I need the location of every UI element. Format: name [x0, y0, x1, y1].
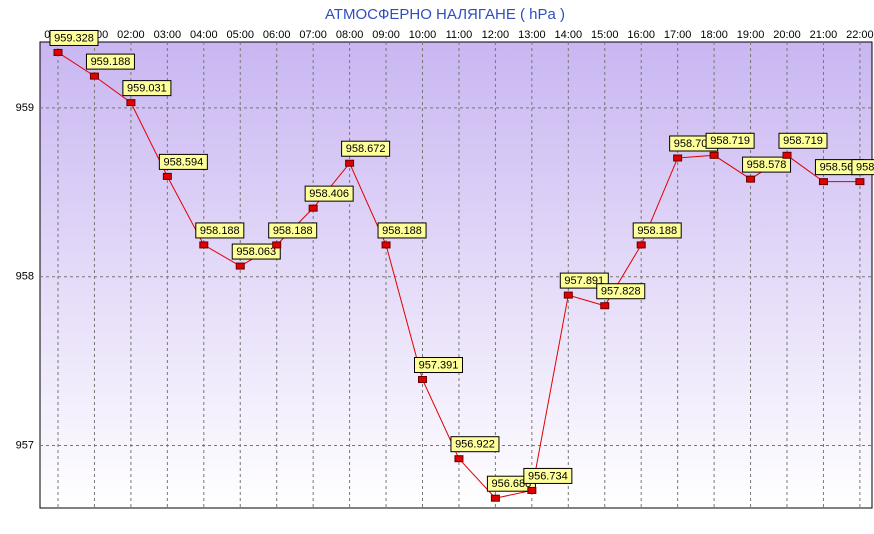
- data-label: 958.188: [273, 225, 313, 237]
- data-label: 958.188: [382, 225, 422, 237]
- label-box: [195, 222, 245, 239]
- label-box: [705, 132, 755, 149]
- data-label: 957.891: [564, 275, 604, 287]
- data-label: 958.703: [674, 138, 714, 150]
- data-label: 957.828: [601, 286, 641, 298]
- label-box: [85, 53, 135, 70]
- x-tick-label: 22:00: [846, 29, 874, 41]
- point: [673, 154, 683, 162]
- point: [563, 291, 573, 299]
- label-box: [778, 132, 828, 149]
- data-label: 958.188: [637, 225, 677, 237]
- x-tick-label: 06:00: [263, 29, 291, 41]
- point: [345, 159, 355, 167]
- point: [381, 241, 391, 249]
- point: [53, 48, 63, 56]
- x-tick-label: 13:00: [518, 29, 546, 41]
- label-box: [268, 222, 318, 239]
- x-tick-label: 08:00: [336, 29, 364, 41]
- x-tick-label: 21:00: [810, 29, 838, 41]
- label-box: [304, 185, 354, 202]
- point: [89, 72, 99, 80]
- y-tick-label: 958: [16, 271, 34, 283]
- data-label: 959.188: [91, 56, 131, 68]
- x-tick-label: 03:00: [154, 29, 182, 41]
- x-tick-label: 02:00: [117, 29, 145, 41]
- label-box: [231, 243, 281, 260]
- label-box: [122, 80, 172, 97]
- data-label: 958.578: [747, 159, 787, 171]
- x-tick-label: 18:00: [700, 29, 728, 41]
- label-box: [742, 156, 792, 173]
- data-label: 959.328: [54, 32, 94, 44]
- label-box: [377, 222, 427, 239]
- label-box: [341, 140, 391, 157]
- point: [454, 455, 464, 463]
- data-label: 958.063: [236, 246, 276, 258]
- label-box: [450, 436, 500, 453]
- x-tick-label: 15:00: [591, 29, 619, 41]
- x-tick-label: 11:00: [446, 29, 473, 41]
- label-box: [49, 29, 99, 46]
- data-label: 958.594: [163, 156, 203, 168]
- point: [818, 178, 828, 186]
- x-tick-label: 16:00: [627, 29, 655, 41]
- point: [235, 262, 245, 270]
- data-label: 956.688: [492, 478, 532, 490]
- label-box: [414, 357, 463, 374]
- x-tick-label: 20:00: [773, 29, 801, 41]
- data-label: 958.563: [856, 162, 874, 174]
- point: [418, 376, 427, 384]
- data-label: 958.719: [783, 135, 823, 147]
- label-box: [596, 283, 646, 300]
- point: [272, 241, 282, 249]
- point: [709, 151, 719, 159]
- label-box: [851, 159, 874, 176]
- label-box: [158, 153, 208, 170]
- point: [855, 178, 865, 186]
- x-tick-label: 05:00: [226, 29, 254, 41]
- data-label: 959.031: [127, 83, 167, 95]
- y-tick-label: 959: [16, 102, 34, 114]
- x-tick-label: 09:00: [372, 29, 400, 41]
- x-tick-label: 07:00: [299, 29, 327, 41]
- x-tick-label: 14:00: [555, 29, 583, 41]
- point: [308, 204, 318, 212]
- point: [636, 241, 646, 249]
- point: [126, 99, 136, 107]
- point: [490, 494, 500, 502]
- x-tick-label: 19:00: [737, 29, 765, 41]
- data-label: 958.672: [346, 143, 386, 155]
- point: [600, 302, 610, 310]
- data-label: 958.188: [200, 225, 240, 237]
- x-tick-label: 10:00: [409, 29, 437, 41]
- data-label: 958.406: [309, 188, 349, 200]
- x-tick-label: 04:00: [190, 29, 218, 41]
- chart-title: АТМОСФЕРНО НАЛЯГАНЕ ( hPa ): [325, 6, 565, 23]
- label-box: [523, 467, 573, 484]
- point: [782, 151, 792, 159]
- x-tick-label: 12:00: [482, 29, 510, 41]
- data-label: 958.563: [820, 162, 860, 174]
- point: [162, 172, 172, 180]
- data-label: 956.922: [455, 439, 495, 451]
- point: [746, 175, 756, 183]
- y-tick-label: 957: [16, 439, 34, 451]
- x-tick-label: 17:00: [664, 29, 692, 41]
- point: [199, 241, 209, 249]
- data-label: 956.734: [528, 470, 568, 482]
- label-box: [632, 222, 682, 239]
- point: [527, 486, 537, 494]
- plot-area: [39, 41, 873, 509]
- data-label: 958.719: [710, 135, 750, 147]
- data-label: 957.391: [419, 359, 459, 371]
